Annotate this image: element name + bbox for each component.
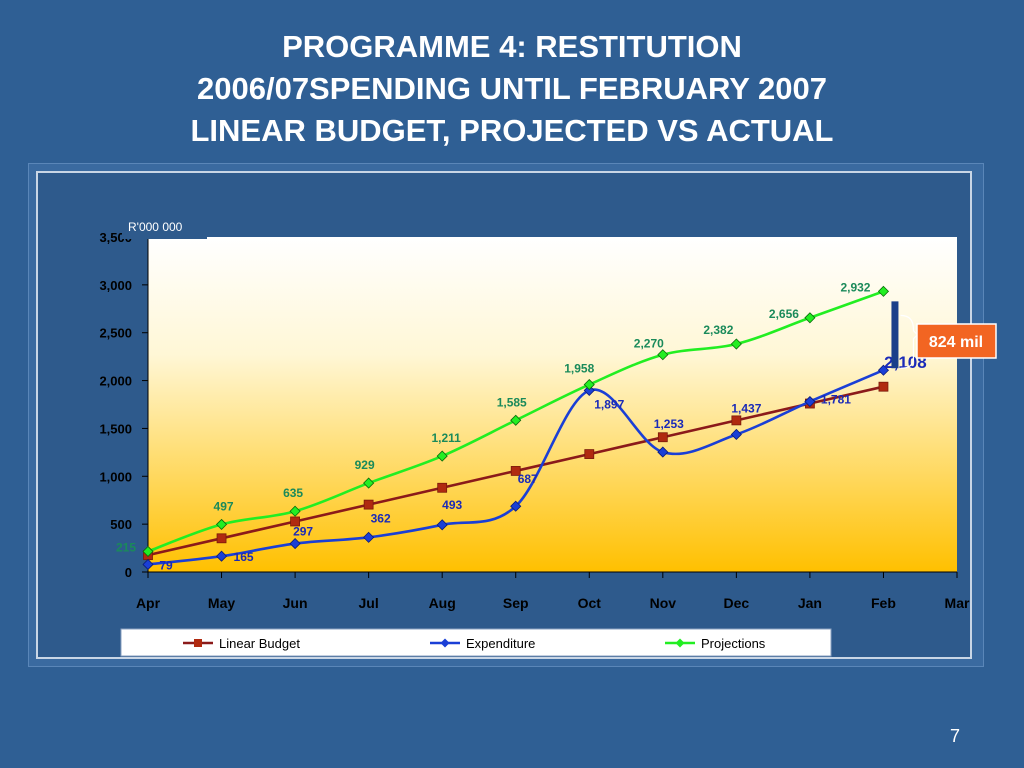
- x-tick-label: Mar: [945, 595, 970, 611]
- page-number: 7: [949, 726, 960, 746]
- legend-expenditure-marker: [440, 638, 450, 648]
- expenditure-data-label: 1,781: [821, 393, 851, 407]
- x-tick-label: Feb: [871, 595, 896, 611]
- title-line-3: LINEAR BUDGET, PROJECTED VS ACTUAL: [190, 113, 834, 148]
- legend-projections-label: Projections: [701, 636, 766, 651]
- expenditure-point: [363, 531, 375, 543]
- linear-budget-point: [731, 415, 742, 426]
- linear-budget-point: [584, 449, 595, 459]
- x-tick-label: Sep: [503, 595, 529, 611]
- y-tick-label: 1,500: [99, 421, 132, 436]
- expenditure-point: [583, 384, 595, 396]
- projections-data-label: 215: [116, 540, 136, 554]
- expenditure-point: [436, 519, 448, 531]
- expenditure-data-label: 165: [234, 550, 254, 564]
- expenditure-data-label: 362: [371, 511, 391, 525]
- expenditure-data-label: 1,437: [731, 401, 761, 415]
- projections-point: [215, 518, 228, 530]
- difference-bar: [891, 301, 899, 369]
- linear-budget-point: [657, 432, 668, 443]
- expenditure-data-label: 1,897: [594, 397, 624, 411]
- projections-point: [657, 349, 669, 361]
- y-tick-label: 2,500: [99, 326, 132, 341]
- legend-linear-budget-label: Linear Budget: [219, 636, 300, 651]
- y-tick-label: 0: [125, 565, 132, 580]
- legend-linear-budget-marker: [194, 639, 202, 647]
- expenditure-point: [657, 446, 669, 458]
- linear-budget-point: [878, 381, 889, 392]
- projections-point: [363, 477, 375, 489]
- projections-data-label: 1,958: [564, 362, 594, 376]
- projections-point: [436, 450, 448, 462]
- projections-point: [510, 414, 522, 426]
- annotation-box: [916, 323, 997, 359]
- expenditure-data-label: 493: [442, 498, 462, 512]
- projections-point: [804, 312, 816, 324]
- projections-data-label: 1,585: [497, 395, 527, 409]
- x-tick-label: May: [208, 595, 235, 611]
- annotation-text: 824 mil: [929, 334, 983, 351]
- x-tick-label: Aug: [429, 595, 456, 611]
- projections-point: [142, 545, 154, 557]
- projections-data-label: 1,211: [431, 431, 461, 445]
- x-tick-label: Jun: [283, 595, 308, 611]
- slide-title: PROGRAMME 4: RESTITUTION 2006/07SPENDING…: [0, 26, 1024, 152]
- projections-data-label: 2,932: [840, 280, 870, 294]
- expenditure-line: [147, 369, 884, 566]
- y-tick-label: 1,000: [99, 469, 132, 484]
- projections-point: [877, 285, 890, 297]
- projections-data-label: 2,270: [634, 337, 664, 351]
- linear-budget-point: [510, 466, 521, 476]
- linear-budget-point: [363, 499, 374, 510]
- y-tick-label: 500: [110, 517, 132, 532]
- title-line-2: 2006/07SPENDING UNTIL FEBRUARY 2007: [197, 71, 827, 106]
- title-line-1: PROGRAMME 4: RESTITUTION: [282, 29, 742, 64]
- unit-label-box: [122, 216, 207, 239]
- expenditure-data-label: 297: [293, 525, 313, 539]
- expenditure-data-label: 79: [159, 558, 173, 572]
- linear-budget-point: [216, 533, 227, 544]
- legend-projections-marker: [675, 638, 685, 648]
- projections-data-label: 635: [283, 486, 303, 500]
- expenditure-data-label: 687: [518, 472, 538, 486]
- projections-data-label: 929: [355, 458, 375, 472]
- plot-area: [148, 237, 957, 572]
- x-tick-label: Apr: [136, 595, 161, 611]
- legend: Linear Budget Expenditure Projections: [120, 628, 832, 657]
- x-tick-label: Jul: [359, 595, 379, 611]
- linear-budget-point: [290, 516, 300, 527]
- expenditure-point: [730, 428, 742, 441]
- x-tick-label: Oct: [578, 595, 602, 611]
- projections-point: [583, 379, 595, 391]
- x-tick-label: Jan: [798, 595, 822, 611]
- expenditure-data-label: 1,253: [654, 417, 684, 431]
- x-tick-label: Dec: [724, 595, 750, 611]
- legend-box: [120, 628, 832, 657]
- expenditure-point: [142, 558, 154, 571]
- expenditure-point: [804, 395, 816, 408]
- projections-data-label: 497: [214, 499, 234, 513]
- legend-expenditure-label: Expenditure: [466, 636, 535, 651]
- projections-point: [730, 338, 742, 350]
- linear-budget-point: [437, 482, 448, 493]
- expenditure-point: [215, 550, 228, 562]
- projections-point: [289, 505, 301, 517]
- unit-label: R'000 000: [128, 220, 183, 234]
- y-tick-label: 3,000: [99, 278, 132, 293]
- expenditure-point: [877, 364, 890, 376]
- projections-data-label: 2,656: [769, 307, 799, 321]
- x-tick-label: Nov: [650, 595, 677, 611]
- y-tick-label: 2,000: [99, 374, 132, 389]
- projections-data-label: 2,382: [703, 323, 733, 337]
- expenditure-point: [510, 500, 522, 512]
- expenditure-point: [289, 538, 301, 550]
